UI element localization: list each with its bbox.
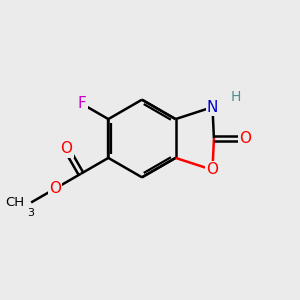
Text: H: H: [231, 90, 241, 104]
Text: N: N: [207, 100, 218, 115]
Text: F: F: [78, 97, 87, 112]
Text: O: O: [61, 141, 73, 156]
Text: O: O: [206, 162, 218, 177]
Text: O: O: [240, 131, 252, 146]
Text: CH: CH: [5, 196, 24, 209]
Text: O: O: [49, 181, 61, 196]
Text: 3: 3: [28, 208, 34, 218]
